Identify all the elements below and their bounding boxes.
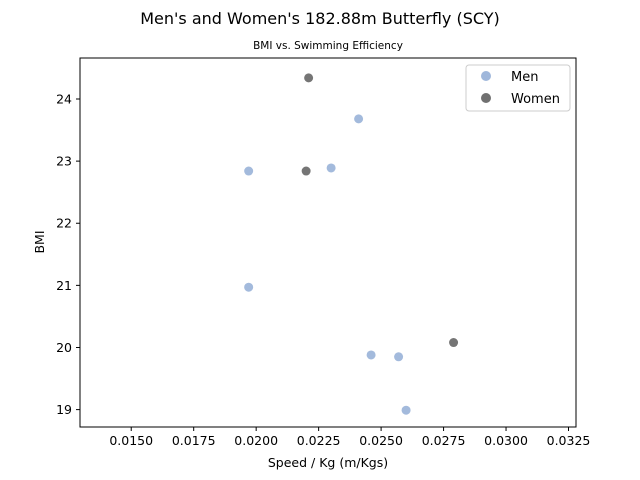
legend-label-women: Women: [511, 92, 560, 107]
x-tick-label: 0.0200: [234, 433, 278, 448]
y-tick-label: 19: [56, 402, 72, 417]
x-tick-label: 0.0250: [359, 433, 403, 448]
chart-subtitle: BMI vs. Swimming Efficiency: [253, 40, 403, 52]
x-tick-label: 0.0275: [422, 433, 466, 448]
plot-area: [79, 57, 577, 428]
x-axis-ticks: 0.0150 0.0175 0.0200 0.0225 0.0250 0.0275 0.03…: [109, 427, 590, 448]
point-women-1: [301, 166, 311, 176]
point-women-0: [304, 73, 314, 83]
y-tick-label: 24: [56, 92, 72, 107]
legend-marker-women: [481, 93, 491, 103]
points-layer: [244, 73, 459, 415]
legend: Men Women: [465, 64, 571, 112]
point-men-2: [244, 166, 254, 176]
point-men-0: [354, 114, 364, 124]
point-men-6: [401, 405, 411, 415]
point-men-5: [394, 352, 404, 362]
y-tick-label: 20: [56, 340, 72, 355]
y-axis-label: BMI: [32, 230, 47, 253]
legend-marker-men: [481, 71, 491, 81]
legend-box: [465, 64, 571, 112]
axes-frame: [79, 57, 577, 428]
point-men-1: [326, 163, 336, 173]
y-tick-label: 22: [56, 216, 72, 231]
x-axis-label: Speed / Kg (m/Kgs): [268, 455, 388, 470]
y-tick-label: 21: [56, 278, 72, 293]
x-tick-label: 0.0175: [172, 433, 216, 448]
x-tick-label: 0.0325: [547, 433, 591, 448]
chart-title: Men's and Women's 182.88m Butterfly (SCY…: [140, 9, 500, 28]
point-men-4: [366, 350, 376, 360]
legend-label-men: Men: [511, 70, 538, 85]
y-axis-ticks: 19 20 21 22 23 24: [56, 92, 80, 417]
point-men-3: [244, 282, 254, 292]
point-women-2: [449, 338, 459, 348]
y-tick-label: 23: [56, 154, 72, 169]
x-tick-label: 0.0300: [484, 433, 528, 448]
x-tick-label: 0.0150: [109, 433, 153, 448]
x-tick-label: 0.0225: [297, 433, 341, 448]
